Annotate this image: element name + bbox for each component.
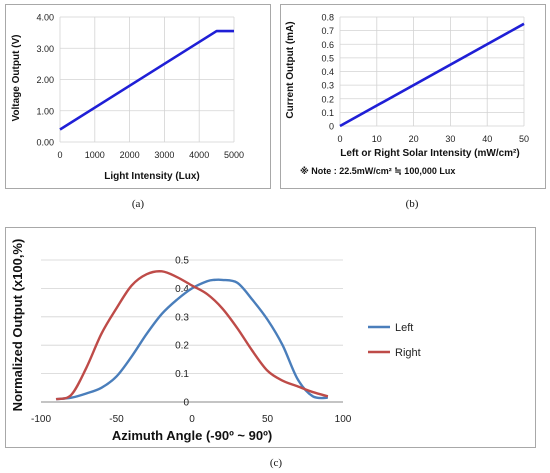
panel-a-ylabel: Voltage Output (V) xyxy=(11,34,22,121)
chart-b-ytick-label: 0.3 xyxy=(321,81,334,91)
panel-b-xlabel: Left or Right Solar Intensity (mW/cm²) xyxy=(340,148,519,159)
chart-a-xtick-label: 1000 xyxy=(85,150,105,160)
chart-a-ytick-label: 1.00 xyxy=(36,106,54,116)
chart-b: 0 0.1 0.2 0.3 0.4 0.5 0.6 0.7 0.8 0 10 20 30 40 50 xyxy=(321,13,529,145)
chart-a-ytick-label: 0.00 xyxy=(36,138,54,148)
chart-b-ytick-label: 0.8 xyxy=(321,13,334,23)
chart-b-xtick-label: 10 xyxy=(372,134,382,144)
chart-c-series-left-line xyxy=(55,278,329,401)
legend-right-label: Right xyxy=(395,347,421,359)
chart-c-ytick-label: 0.1 xyxy=(175,369,189,380)
chart-c-ytick-label: 0 xyxy=(183,398,189,409)
chart-a-xtick-label: 4000 xyxy=(189,150,209,160)
panel-b-ylabel: Current Output (mA) xyxy=(285,21,296,118)
chart-b-xtick-label: 40 xyxy=(482,134,492,144)
chart-b-ytick-label: 0.1 xyxy=(321,108,334,118)
caption-c: (c) xyxy=(270,457,283,469)
chart-c-xtick-label: -50 xyxy=(109,414,124,425)
panel-b-note: ※ Note : 22.5mW/cm² ≒ 100,000 Lux xyxy=(300,166,455,176)
chart-c-ytick-label: 0.2 xyxy=(175,341,189,352)
chart-c: 0 0.1 0.2 0.3 0.4 0.5 -100 -50 0 50 100 Left Right xyxy=(31,256,421,426)
chart-a-ytick-label: 4.00 xyxy=(36,13,54,23)
chart-b-ytick-label: 0.7 xyxy=(321,26,334,36)
panel-b-frame xyxy=(280,4,546,189)
chart-b-xtick-label: 30 xyxy=(445,134,455,144)
chart-c-series-right-line xyxy=(55,270,329,401)
chart-b-ytick-label: 0.4 xyxy=(321,67,334,77)
chart-a-xtick-label: 3000 xyxy=(154,150,174,160)
panel-c-frame xyxy=(5,227,536,448)
chart-c-xtick-label: 50 xyxy=(262,414,274,425)
chart-b-ytick-label: 0.2 xyxy=(321,94,334,104)
chart-b-series-0-line xyxy=(339,22,525,128)
chart-c-ytick-label: 0.3 xyxy=(175,312,189,323)
chart-a-ytick-label: 3.00 xyxy=(36,44,54,54)
chart-c-xtick-label: 100 xyxy=(335,414,352,425)
panel-c-ylabel: Normalized Output (x100,%) xyxy=(10,239,25,412)
chart-a-xtick-label: 5000 xyxy=(224,150,244,160)
panel-a-xlabel: Light Intensity (Lux) xyxy=(104,171,200,182)
panel-a-frame xyxy=(5,4,271,189)
chart-b-xtick-label: 50 xyxy=(519,134,529,144)
chart-a-xtick-label: 2000 xyxy=(120,150,140,160)
caption-a: (a) xyxy=(132,198,145,210)
chart-b-xtick-label: 20 xyxy=(409,134,419,144)
chart-b-ytick-label: 0.5 xyxy=(321,53,334,63)
legend-left-label: Left xyxy=(395,322,413,334)
chart-a-ytick-label: 2.00 xyxy=(36,75,54,85)
chart-a: 0.00 1.00 2.00 3.00 4.00 0 1000 2000 3000 4000 500… xyxy=(36,13,244,161)
chart-c-xtick-label: 0 xyxy=(189,414,195,425)
chart-b-ytick-label: 0.6 xyxy=(321,40,334,50)
chart-c-ytick-label: 0.5 xyxy=(175,256,189,267)
chart-a-series-0-line xyxy=(59,29,234,131)
chart-c-xtick-label: -100 xyxy=(31,414,51,425)
panel-c-xlabel: Azimuth Angle (-90º ~ 90º) xyxy=(112,428,272,443)
chart-c-ytick-label: 0.4 xyxy=(175,284,189,295)
chart-a-xtick-label: 0 xyxy=(57,150,62,160)
caption-b: (b) xyxy=(406,198,419,210)
chart-b-xtick-label: 0 xyxy=(337,134,342,144)
chart-b-ytick-label: 0 xyxy=(329,122,334,132)
